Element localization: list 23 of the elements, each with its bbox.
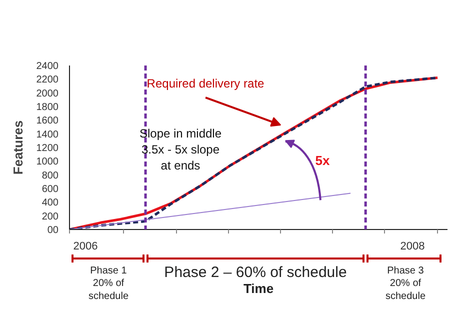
y-tick-label: 2000 (36, 88, 59, 100)
text: Phase 1 20% of schedule (88, 266, 129, 302)
x-axis-title: Time (243, 281, 274, 296)
text: Phase 2 – 60% of schedule (164, 264, 347, 281)
y-tick-label: 1200 (36, 143, 59, 154)
y-tick-label: 2400 (36, 61, 59, 72)
y-tick-label: 1000 (36, 156, 59, 168)
x-tick-label: 2008 (400, 240, 425, 252)
y-tick-label: 200 (42, 211, 59, 222)
annotation: 5x (315, 153, 330, 168)
text: Required delivery rate (146, 76, 265, 90)
y-tick-label: 1600 (36, 116, 59, 127)
y-tick-label: 1400 (36, 129, 59, 140)
y-axis-title: Features (10, 120, 26, 175)
y-tick-label: 600 (42, 184, 59, 195)
y-tick-label: 2200 (36, 74, 59, 86)
y-tick-label: 1800 (36, 102, 59, 113)
text: Phase 3 20% of schedule (385, 266, 426, 302)
y-tick-label: 00 (47, 225, 59, 236)
x-tick-label: 2006 (73, 240, 98, 252)
annotation: Slope in middle 3.5x - 5x slope at ends (139, 126, 222, 173)
y-tick-label: 400 (42, 198, 59, 209)
y-tick-label: 800 (42, 170, 59, 182)
